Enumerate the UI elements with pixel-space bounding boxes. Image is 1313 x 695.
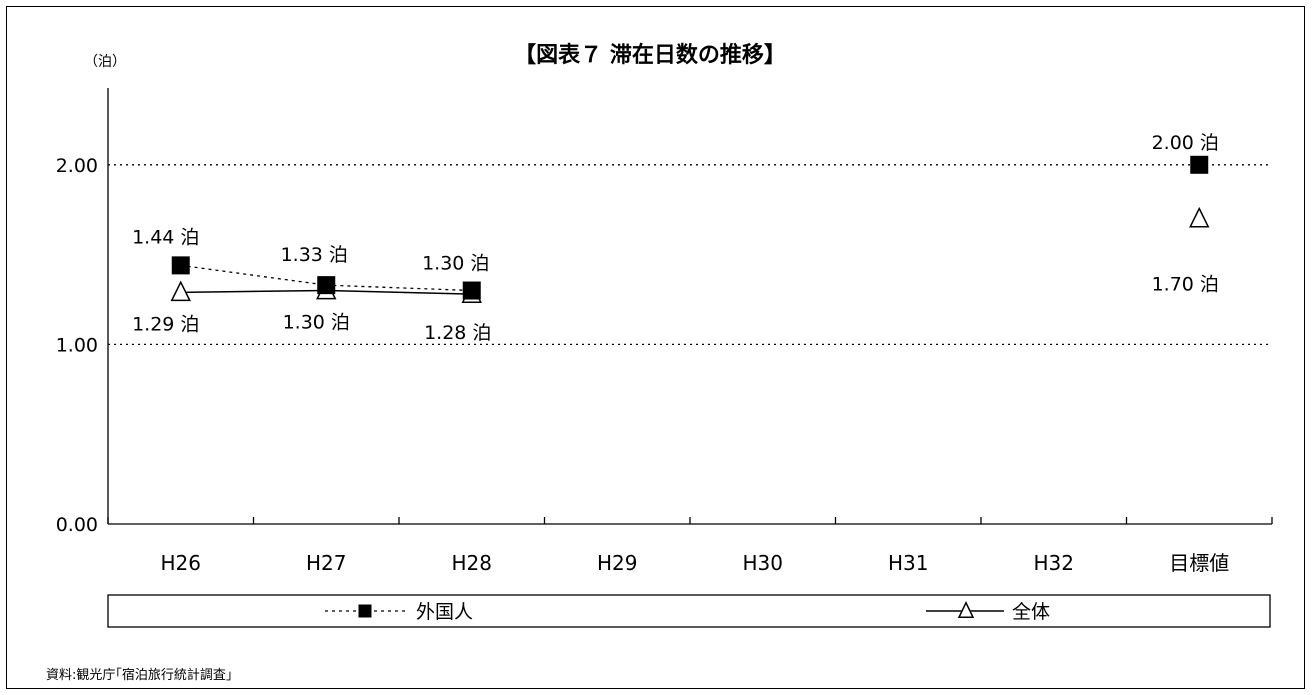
marker-foreign: [171, 256, 190, 275]
marker-foreign: [1190, 155, 1209, 174]
data-label-total: 1.29 泊: [132, 313, 199, 335]
x-tick-label: H26: [161, 551, 202, 575]
x-tick-label: H28: [452, 551, 493, 575]
legend-label-total: 全体: [1012, 601, 1050, 623]
x-tick-label: H32: [1034, 551, 1075, 575]
data-label-foreign: 1.33 泊: [281, 244, 348, 266]
marker-foreign: [462, 281, 481, 300]
y-tick-label: 2.00: [56, 155, 98, 177]
x-tick-label: H27: [306, 551, 347, 575]
data-label-total: 1.28 泊: [424, 322, 491, 344]
data-label-total: 1.70 泊: [1152, 274, 1219, 296]
legend-label-foreign: 外国人: [416, 601, 473, 623]
marker-total: [1189, 206, 1210, 228]
legend-box: [107, 594, 1271, 628]
chart-frame: [6, 6, 1305, 689]
x-tick-label: H30: [743, 551, 784, 575]
data-label-total: 1.30 泊: [283, 312, 350, 334]
marker-total: [170, 280, 191, 302]
y-axis-unit: （泊）: [84, 54, 126, 70]
source-note: 資料:観光庁｢宿泊旅行統計調査｣: [46, 668, 233, 683]
x-tick-label: H31: [888, 551, 929, 575]
data-label-foreign: 1.44 泊: [132, 226, 199, 248]
legend-marker-foreign: [358, 604, 372, 618]
x-tick-label: 目標値: [1169, 551, 1229, 575]
y-tick-label: 0.00: [56, 514, 98, 536]
chart-title: 【図表７ 滞在日数の推移】: [514, 42, 786, 68]
data-label-foreign: 1.30 泊: [422, 253, 489, 275]
marker-foreign: [317, 276, 336, 295]
x-tick-label: H29: [597, 551, 638, 575]
y-tick-label: 1.00: [56, 334, 98, 356]
data-label-foreign: 2.00 泊: [1152, 132, 1219, 154]
legend-marker-total: [957, 600, 975, 619]
